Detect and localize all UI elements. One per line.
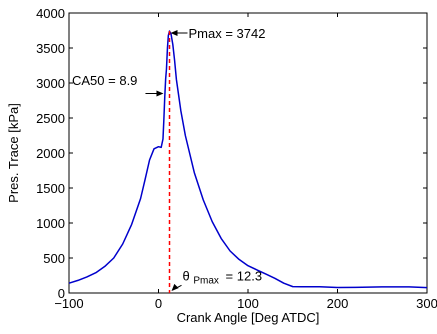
y-tick-label: 2500 [36,111,65,126]
series-layer [68,30,428,289]
pmax-annotation: Pmax = 3742 [189,26,266,41]
x-axis-label: Crank Angle [Deg ATDC] [177,310,320,325]
pressure-trace-line [68,30,428,289]
x-tick-label: −100 [54,296,83,311]
y-tick-label: 0 [58,286,65,301]
ca50-annotation: CA50 = 8.9 [72,73,137,88]
x-tick-label: 200 [327,296,349,311]
y-tick-label: 500 [43,251,65,266]
y-tick-label: 2000 [36,146,65,161]
plot-frame [68,12,428,294]
y-tick-label: 4000 [36,6,65,21]
theta-symbol: θ [183,268,190,283]
axis-ticks: −100 0 100 200 30005001000150020002500300035… [36,6,437,311]
annotation-layer: Pmax = 3742 CA50 = 8.9 θ Pmax = 12.3 [72,26,265,291]
x-tick-label: 300 [416,296,437,311]
plot-area: −100 0 100 200 30005001000150020002500300035… [36,6,437,311]
theta-value: = 12.3 [226,268,263,283]
y-tick-label: 3000 [36,76,65,91]
theta-subscript: Pmax [193,275,219,286]
y-tick-label: 1000 [36,216,65,231]
pmax-arrowhead [170,30,178,37]
x-tick-label: 100 [237,296,259,311]
y-tick-label: 3500 [36,41,65,56]
theta-pmax-annotation: θ Pmax = 12.3 [183,268,263,286]
x-tick-label: 0 [155,296,162,311]
y-tick-label: 1500 [36,181,65,196]
ca50-arrowhead [156,90,164,97]
theta-arrowhead [171,283,179,291]
y-axis-label: Pres. Trace [kPa] [6,103,21,203]
